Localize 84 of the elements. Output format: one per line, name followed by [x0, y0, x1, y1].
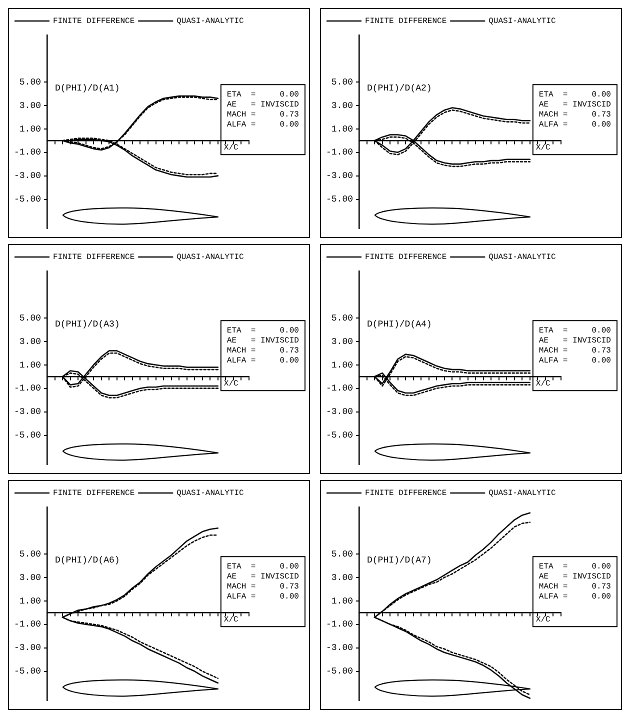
y-tick-label: 3.00: [331, 572, 354, 583]
legend-label: FINITE DIFFERENCE: [53, 253, 135, 262]
annotation: ETA = 0.00: [538, 90, 612, 100]
x-axis-title: X/C: [536, 616, 551, 625]
annotation: MACH = 0.73: [538, 346, 612, 356]
y-axis-title: D(PHI)/D(A1): [55, 83, 120, 94]
y-tick-label: -1.00: [326, 148, 354, 158]
y-tick-label: -5.00: [14, 430, 42, 441]
y-tick-label: -5.00: [14, 666, 42, 677]
y-axis-title: D(PHI)/D(A2): [367, 83, 432, 94]
y-tick-label: 5.00: [331, 549, 354, 560]
annotation: ETA = 0.00: [226, 326, 300, 336]
annotation: ETA = 0.00: [538, 562, 612, 572]
legend-label: QUASI-ANALYTIC: [176, 489, 244, 498]
annotation: AE = INVISCID: [226, 100, 300, 110]
y-tick-label: -1.00: [14, 620, 42, 630]
legend-label: FINITE DIFFERENCE: [365, 253, 447, 262]
y-tick-label: -3.00: [14, 643, 42, 654]
y-axis-title: D(PHI)/D(A4): [367, 319, 432, 330]
annotation: MACH = 0.73: [226, 582, 300, 592]
y-tick-label: -1.00: [14, 148, 42, 158]
y-tick-label: -3.00: [326, 171, 354, 182]
annotation: MACH = 0.73: [226, 346, 300, 356]
y-tick-label: 1.00: [331, 596, 354, 606]
legend-label: QUASI-ANALYTIC: [488, 17, 556, 26]
y-tick-label: 3.00: [19, 336, 42, 347]
annotation: ALFA = 0.00: [538, 592, 612, 602]
x-axis-title: X/C: [224, 144, 239, 153]
y-tick-label: 3.00: [19, 572, 42, 583]
annotation: ETA = 0.00: [538, 326, 612, 336]
annotation: ALFA = 0.00: [226, 592, 300, 602]
y-axis-title: D(PHI)/D(A3): [55, 319, 120, 330]
y-tick-label: -3.00: [326, 643, 354, 654]
annotation: ALFA = 0.00: [538, 120, 612, 130]
y-tick-label: 1.00: [19, 360, 42, 370]
y-tick-label: -5.00: [326, 430, 354, 441]
annotation: AE = INVISCID: [226, 336, 300, 346]
y-tick-label: -3.00: [14, 407, 42, 418]
legend-label: QUASI-ANALYTIC: [176, 17, 244, 26]
legend-label: FINITE DIFFERENCE: [53, 17, 135, 26]
annotation: ALFA = 0.00: [226, 120, 300, 130]
annotation: ETA = 0.00: [226, 90, 300, 100]
y-axis-title: D(PHI)/D(A7): [367, 555, 432, 566]
y-tick-label: -3.00: [14, 171, 42, 182]
y-tick-label: -5.00: [326, 194, 354, 205]
y-tick-label: -5.00: [326, 666, 354, 677]
legend-label: QUASI-ANALYTIC: [488, 489, 556, 498]
y-tick-label: 5.00: [19, 313, 42, 324]
y-axis-title: D(PHI)/D(A6): [55, 555, 120, 566]
y-tick-label: 3.00: [331, 336, 354, 347]
y-tick-label: 1.00: [19, 596, 42, 606]
legend-label: FINITE DIFFERENCE: [365, 17, 447, 26]
legend-label: FINITE DIFFERENCE: [365, 489, 447, 498]
annotation: MACH = 0.73: [538, 582, 612, 592]
y-tick-label: -1.00: [14, 384, 42, 394]
y-tick-label: -5.00: [14, 194, 42, 205]
annotation: ALFA = 0.00: [538, 356, 612, 366]
x-axis-title: X/C: [536, 144, 551, 153]
annotation: AE = INVISCID: [226, 572, 300, 582]
y-tick-label: -1.00: [326, 620, 354, 630]
y-tick-label: 5.00: [19, 549, 42, 560]
y-tick-label: -3.00: [326, 407, 354, 418]
annotation: ETA = 0.00: [226, 562, 300, 572]
y-tick-label: 1.00: [331, 360, 354, 370]
x-axis-title: X/C: [224, 380, 239, 389]
legend-label: QUASI-ANALYTIC: [176, 253, 244, 262]
annotation: AE = INVISCID: [538, 336, 612, 346]
y-tick-label: 1.00: [19, 124, 42, 134]
y-tick-label: 3.00: [331, 100, 354, 111]
x-axis-title: X/C: [224, 616, 239, 625]
x-axis-title: X/C: [536, 380, 551, 389]
annotation: AE = INVISCID: [538, 572, 612, 582]
y-tick-label: 5.00: [331, 313, 354, 324]
annotation: MACH = 0.73: [538, 110, 612, 120]
annotation: AE = INVISCID: [538, 100, 612, 110]
y-tick-label: 5.00: [19, 77, 42, 88]
annotation: ALFA = 0.00: [226, 356, 300, 366]
annotation: MACH = 0.73: [226, 110, 300, 120]
legend-label: QUASI-ANALYTIC: [488, 253, 556, 262]
y-tick-label: 1.00: [331, 124, 354, 134]
y-tick-label: 5.00: [331, 77, 354, 88]
legend-label: FINITE DIFFERENCE: [53, 489, 135, 498]
y-tick-label: -1.00: [326, 384, 354, 394]
y-tick-label: 3.00: [19, 100, 42, 111]
